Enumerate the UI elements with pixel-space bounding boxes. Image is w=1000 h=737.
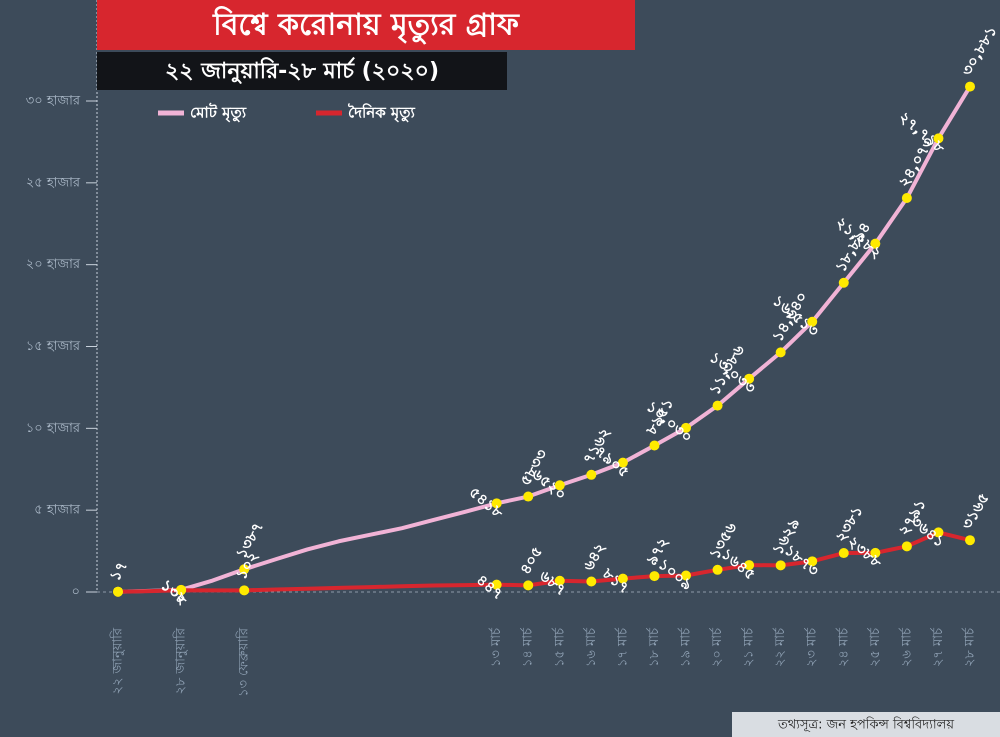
legend-label: দৈনিক মৃত্যু — [347, 103, 415, 124]
chart-subtitle: ২২ জানুয়ারি-২৮ মার্চ (২০২০) — [165, 56, 439, 85]
data-point — [491, 498, 502, 509]
data-point — [523, 491, 534, 502]
data-point — [775, 347, 786, 358]
data-point — [239, 564, 250, 575]
data-point — [712, 400, 723, 411]
data-point — [901, 193, 912, 204]
x-tick-label: ১৭ মার্চ — [615, 627, 631, 667]
y-tick-label: ২৫ হাজার — [26, 175, 81, 190]
data-point — [901, 541, 912, 552]
series-line — [117, 530, 971, 594]
x-tick-label: ২৬ মার্চ — [899, 627, 915, 667]
data-point — [617, 457, 628, 468]
x-tick-label: ১৩ মার্চ — [488, 627, 504, 667]
data-point — [807, 556, 818, 567]
data-point — [965, 535, 975, 546]
x-tick-label: ১৮ মার্চ — [646, 627, 662, 667]
data-point — [933, 527, 944, 538]
x-tick-label: ১৫ মার্চ — [551, 627, 567, 667]
x-tick-label: ২১ মার্চ — [741, 627, 757, 667]
x-tick-label: ২৮ মার্চ — [962, 627, 978, 667]
legend-label: মোট মৃত্যু — [190, 103, 247, 124]
y-tick-label: ১৫ হাজার — [26, 339, 81, 354]
data-point — [523, 580, 534, 591]
x-tick-label: ২৩ মার্চ — [804, 627, 820, 667]
source: তথ্যসূত্র: জন হপকিন্স বিশ্ববিদ্যালয় — [777, 717, 954, 733]
data-point — [744, 560, 755, 571]
x-tick-label: ১৬ মার্চ — [583, 627, 599, 667]
x-tick-label: ২০ মার্চ — [709, 627, 725, 667]
data-point — [712, 564, 723, 575]
x-tick-label: ২৮ জানুয়ারি — [173, 627, 189, 694]
data-point — [681, 422, 691, 433]
x-tick-label: ২৭ মার্চ — [930, 627, 946, 667]
x-tick-label: ২৪ মার্চ — [835, 627, 851, 667]
data-point — [870, 238, 881, 249]
data-point — [617, 573, 628, 584]
data-point — [807, 316, 818, 327]
y-tick-label: ৫ হাজার — [34, 503, 81, 518]
chart-title: বিশ্বে করোনায় মৃত্যুর গ্রাফ — [212, 6, 520, 45]
y-tick-label: ০ — [72, 585, 80, 600]
data-point — [870, 547, 881, 558]
data-point — [838, 277, 849, 288]
data-point — [649, 440, 660, 451]
y-tick-label: ১০ হাজার — [26, 421, 81, 436]
data-point — [838, 548, 849, 559]
x-tick-label: ১৪ মার্চ — [520, 627, 536, 667]
data-point — [681, 570, 691, 581]
data-point — [744, 373, 755, 384]
data-point — [554, 480, 565, 491]
y-tick-label: ২০ হাজার — [26, 257, 81, 272]
data-point — [239, 585, 250, 596]
data-point — [176, 585, 187, 596]
data-point — [113, 586, 123, 597]
data-point — [649, 571, 660, 582]
x-tick-label: ২২ জানুয়ারি — [110, 627, 126, 694]
series-line — [117, 85, 972, 594]
x-tick-label: ১৩ ফেব্রুয়ারি — [236, 627, 252, 697]
data-point — [775, 560, 786, 571]
subtitle-box — [97, 52, 507, 90]
data-point — [586, 576, 597, 587]
x-tick-label: ১৯ মার্চ — [678, 627, 694, 667]
data-point — [491, 579, 502, 590]
source-box — [732, 712, 1000, 737]
title-box — [97, 0, 635, 50]
data-point — [554, 575, 565, 586]
x-tick-label: ২২ মার্চ — [772, 627, 788, 667]
data-point — [965, 81, 975, 92]
y-tick-label: ৩০ হাজার — [26, 94, 81, 109]
data-point — [586, 469, 597, 480]
x-tick-label: ২৫ মার্চ — [867, 627, 883, 667]
data-point — [933, 133, 944, 144]
